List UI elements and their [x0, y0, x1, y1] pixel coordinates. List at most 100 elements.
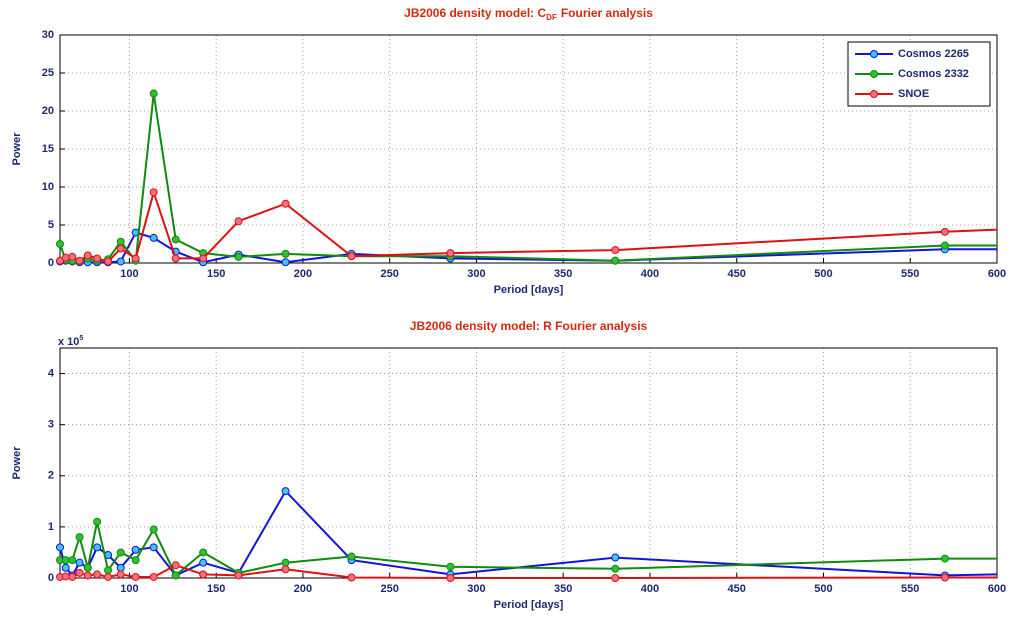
- data-point: [940, 554, 949, 563]
- data-point: [61, 253, 70, 262]
- data-point: [75, 533, 84, 542]
- x-tick-label: 300: [467, 583, 485, 595]
- y-tick-label: 0: [48, 257, 54, 269]
- x-axis-label: Period [days]: [494, 599, 564, 611]
- data-point: [199, 570, 208, 579]
- data-point: [75, 568, 84, 577]
- x-tick-label: 150: [207, 268, 225, 280]
- data-point: [199, 548, 208, 557]
- x-tick-label: 200: [294, 268, 312, 280]
- data-point: [61, 572, 70, 581]
- y-scale-base: x 10: [58, 336, 79, 348]
- data-point: [940, 227, 949, 236]
- x-tick-label: 500: [814, 268, 832, 280]
- data-point: [61, 563, 70, 572]
- y-tick-label: 3: [48, 419, 54, 431]
- y-tick-label: 4: [48, 367, 55, 379]
- data-point: [446, 249, 455, 258]
- data-point: [281, 249, 290, 258]
- data-point: [104, 566, 113, 575]
- x-tick-label: 400: [641, 583, 659, 595]
- data-point: [116, 257, 125, 266]
- data-point: [68, 252, 77, 261]
- data-point: [611, 574, 620, 582]
- legend-marker: [870, 50, 878, 58]
- legend-marker: [870, 90, 878, 98]
- series-layer: [56, 487, 997, 582]
- data-point: [131, 556, 140, 565]
- data-point: [149, 89, 158, 98]
- title-text: JB2006 density model: R Fourier analysis: [410, 319, 648, 333]
- data-point: [56, 240, 64, 248]
- data-point: [83, 251, 92, 260]
- y-tick-label: 20: [42, 105, 54, 117]
- y-tick-label: 25: [42, 67, 54, 79]
- data-point: [234, 217, 243, 226]
- data-point: [281, 258, 290, 267]
- data-point: [93, 517, 102, 526]
- data-point: [116, 244, 125, 253]
- x-tick-label: 150: [207, 583, 225, 595]
- series-layer: [56, 89, 997, 267]
- y-scale-exponent: 5: [79, 335, 83, 342]
- subplot: 100 150 200 250 300 350 400 450 500 550 600 0 1 2 3 4 JB…: [11, 319, 1006, 611]
- x-tick-label: 100: [120, 583, 138, 595]
- data-point: [347, 573, 356, 582]
- data-point: [61, 556, 70, 565]
- data-point: [131, 254, 140, 263]
- data-point: [171, 571, 180, 580]
- y-tick-label: 1: [48, 521, 54, 533]
- data-point: [131, 545, 140, 554]
- data-point: [56, 543, 64, 552]
- data-point: [116, 237, 125, 246]
- title-text: JB2006 density model: C: [404, 6, 546, 20]
- data-point: [281, 565, 290, 574]
- title-end: Fourier analysis: [561, 6, 653, 20]
- y-tick-label: 2: [48, 470, 54, 482]
- data-point: [281, 487, 290, 496]
- y-axis-label: Power: [11, 132, 23, 166]
- data-point: [940, 241, 949, 250]
- data-point: [131, 572, 140, 581]
- data-point: [75, 558, 84, 567]
- x-tick-label: 450: [728, 268, 746, 280]
- data-point: [116, 570, 125, 579]
- x-tick-label: 600: [988, 268, 1006, 280]
- data-point: [149, 233, 158, 242]
- data-point: [149, 188, 158, 197]
- data-point: [281, 199, 290, 208]
- legend-marker: [870, 70, 878, 78]
- chart-title: JB2006 density model: R Fourier analysis: [410, 319, 648, 333]
- data-point: [446, 574, 455, 582]
- x-tick-label: 550: [901, 268, 919, 280]
- data-point: [116, 563, 125, 572]
- y-tick-label: 0: [48, 572, 54, 584]
- data-point: [171, 561, 180, 570]
- data-point: [93, 254, 102, 263]
- data-point: [611, 256, 620, 265]
- legend-label: Cosmos 2265: [898, 48, 969, 60]
- x-tick-label: 550: [901, 583, 919, 595]
- data-point: [940, 573, 949, 582]
- data-point: [104, 572, 113, 581]
- data-point: [93, 543, 102, 552]
- y-tick-label: 30: [42, 29, 54, 41]
- legend-label: SNOE: [898, 88, 929, 100]
- data-point: [68, 556, 77, 565]
- data-point: [446, 562, 455, 571]
- y-tick-label: 10: [42, 181, 54, 193]
- x-tick-label: 250: [381, 583, 399, 595]
- x-tick-label: 600: [988, 583, 1006, 595]
- plot-area: [60, 348, 997, 578]
- x-tick-label: 250: [381, 268, 399, 280]
- data-point: [93, 570, 102, 579]
- data-point: [281, 558, 290, 567]
- y-scale-label: x 105: [58, 335, 83, 348]
- x-tick-label: 350: [554, 268, 572, 280]
- x-tick-label: 500: [814, 583, 832, 595]
- y-tick-label: 15: [42, 143, 54, 155]
- data-point: [75, 256, 84, 265]
- data-point: [149, 572, 158, 581]
- data-point: [68, 572, 77, 581]
